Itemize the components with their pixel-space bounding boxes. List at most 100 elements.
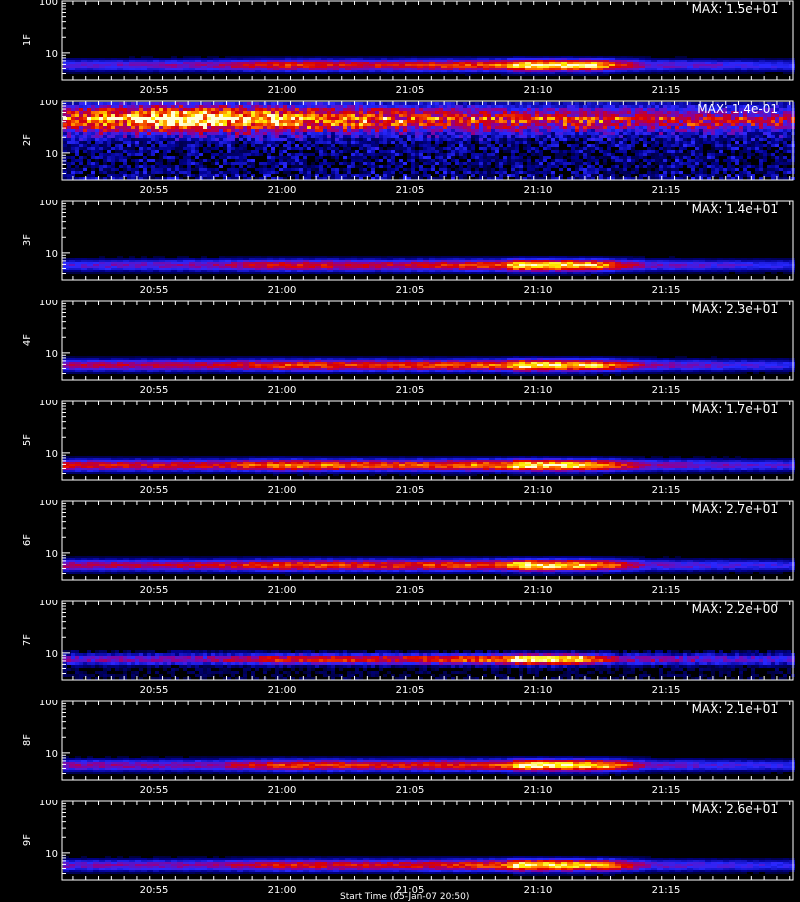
heatmap-cell	[759, 68, 765, 70]
heatmap-cell	[499, 132, 503, 135]
heatmap-cell	[177, 62, 183, 64]
heatmap-cell	[267, 105, 271, 108]
heatmap-cell	[777, 68, 783, 70]
heatmap-cell	[599, 156, 603, 159]
heatmap-cell	[367, 120, 371, 123]
heatmap-cell	[375, 72, 381, 74]
heatmap-cell	[159, 153, 163, 156]
heatmap-cell	[239, 105, 243, 108]
heatmap-cell	[99, 68, 105, 70]
heatmap-cell	[531, 70, 537, 72]
heatmap-cell	[695, 123, 699, 126]
heatmap-cell	[645, 66, 651, 68]
heatmap-cell	[395, 165, 399, 168]
heatmap-cell	[695, 150, 699, 153]
heatmap-cell	[347, 141, 351, 144]
heatmap-cell	[129, 58, 135, 60]
heatmap-cell	[615, 165, 619, 168]
heatmap-cell	[171, 123, 175, 126]
heatmap-cell	[291, 129, 295, 132]
heatmap-cell	[71, 111, 75, 114]
heatmap-cell	[491, 114, 495, 117]
heatmap-cell	[451, 120, 455, 123]
heatmap-cell	[343, 162, 347, 165]
heatmap-cell	[111, 120, 115, 123]
heatmap-cell	[147, 114, 151, 117]
heatmap-cell	[555, 147, 559, 150]
heatmap-cell	[435, 132, 439, 135]
x-tick-label: 21:00	[268, 85, 297, 96]
heatmap-cell	[675, 159, 679, 162]
heatmap-cell	[489, 58, 495, 60]
heatmap-cell	[211, 114, 215, 117]
heatmap-cell	[255, 72, 261, 74]
heatmap-cell	[679, 159, 683, 162]
heatmap-cell	[211, 105, 215, 108]
heatmap-cell	[503, 171, 507, 174]
heatmap-cell	[599, 138, 603, 141]
heatmap-cell	[387, 147, 391, 150]
heatmap-cell	[95, 147, 99, 150]
heatmap-cell	[519, 70, 525, 72]
heatmap-cell	[693, 68, 699, 70]
heatmap-cell	[155, 168, 159, 171]
heatmap-cell	[667, 132, 671, 135]
heatmap-cell	[225, 64, 231, 66]
heatmap-cell	[431, 111, 435, 114]
heatmap-cell	[399, 147, 403, 150]
heatmap-cell	[503, 168, 507, 171]
heatmap-cell	[627, 70, 633, 72]
heatmap-cell	[463, 120, 467, 123]
heatmap-cell	[431, 126, 435, 129]
heatmap-cell	[411, 114, 415, 117]
heatmap-cell	[199, 129, 203, 132]
heatmap-cell	[215, 132, 219, 135]
heatmap-cell	[139, 147, 143, 150]
heatmap-cell	[429, 72, 435, 74]
heatmap-cell	[303, 162, 307, 165]
heatmap-cell	[79, 114, 83, 117]
heatmap-cell	[183, 159, 187, 162]
heatmap-cell	[655, 171, 659, 174]
heatmap-cell	[183, 56, 189, 58]
heatmap-cell	[127, 123, 131, 126]
heatmap-cell	[363, 64, 369, 66]
heatmap-cell	[75, 138, 79, 141]
heatmap-cell	[177, 58, 183, 60]
heatmap-cell	[427, 105, 431, 108]
heatmap-cell	[683, 153, 687, 156]
heatmap-cell	[95, 141, 99, 144]
heatmap-cell	[127, 132, 131, 135]
heatmap-cell	[587, 126, 591, 129]
heatmap-cell	[351, 120, 355, 123]
heatmap-cell	[691, 141, 695, 144]
heatmap-cell	[151, 117, 155, 120]
heatmap-cell	[607, 111, 611, 114]
heatmap-cell	[343, 156, 347, 159]
heatmap-cell	[291, 126, 295, 129]
heatmap-cell	[645, 70, 651, 72]
heatmap-cell	[343, 171, 347, 174]
heatmap-cell	[419, 114, 423, 117]
heatmap-cell	[495, 132, 499, 135]
heatmap-cell	[621, 58, 627, 60]
heatmap-cell	[165, 70, 171, 72]
heatmap-cell	[407, 126, 411, 129]
heatmap-cell	[563, 108, 567, 111]
heatmap-cell	[315, 135, 319, 138]
heatmap-cell	[723, 68, 729, 70]
heatmap-cell	[195, 138, 199, 141]
heatmap-cell	[383, 156, 387, 159]
heatmap-cell	[459, 150, 463, 153]
heatmap-cell	[623, 117, 627, 120]
heatmap-cell	[679, 153, 683, 156]
heatmap-cell	[447, 56, 453, 58]
heatmap-cell	[519, 74, 525, 76]
heatmap-cell	[549, 56, 555, 58]
heatmap-cell	[525, 74, 531, 76]
heatmap-cell	[357, 68, 363, 70]
heatmap-cell	[195, 114, 199, 117]
heatmap-cell	[543, 74, 549, 76]
heatmap-cell	[175, 114, 179, 117]
heatmap-cell	[267, 135, 271, 138]
